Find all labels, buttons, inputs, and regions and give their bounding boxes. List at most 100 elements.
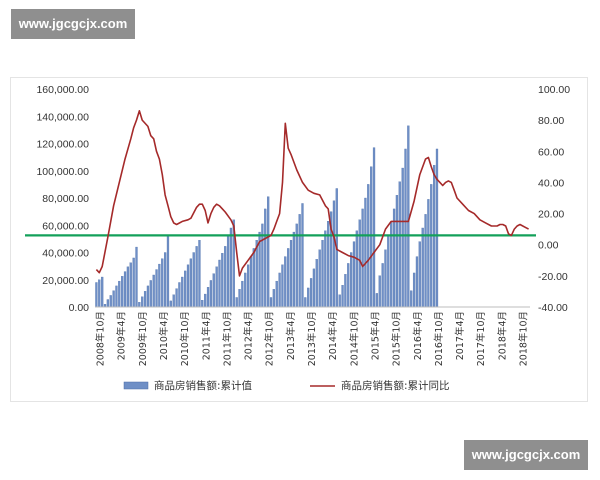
bar — [381, 263, 384, 308]
bar — [229, 227, 233, 308]
watermark-bottom: www.jgcgcjx.com — [464, 440, 588, 470]
bar — [304, 297, 307, 308]
legend-line-label: 商品房销售额:累计同比 — [341, 379, 450, 392]
bar — [204, 293, 207, 308]
bar — [272, 289, 275, 308]
right-axis-tick-label: 40.00 — [538, 177, 564, 189]
bar — [201, 300, 204, 308]
bar — [189, 258, 192, 308]
bar — [175, 288, 178, 308]
bar — [401, 167, 404, 308]
bar — [218, 259, 221, 308]
right-axis-tick-label: 0.00 — [538, 240, 559, 252]
x-axis-tick-label: 2011年10月 — [221, 311, 233, 366]
bar — [226, 235, 230, 308]
bar — [424, 214, 427, 308]
x-axis-tick-label: 2018年10月 — [518, 311, 530, 366]
x-axis-tick-label: 2013年4月 — [285, 311, 297, 360]
bar — [161, 258, 164, 308]
bar — [421, 227, 424, 308]
bar — [264, 208, 267, 308]
chart-frame: 160,000.00 140,000.00 120,000.00 100,000.00… — [10, 77, 588, 402]
bar — [206, 287, 210, 308]
bar — [318, 249, 321, 308]
bar — [195, 246, 198, 308]
bar — [364, 197, 367, 308]
x-axis-tick-label: 2011年4月 — [200, 311, 212, 360]
bar — [355, 230, 358, 308]
bar — [309, 278, 313, 308]
bar — [192, 252, 195, 308]
bar — [435, 148, 439, 308]
bar — [324, 230, 327, 308]
bar — [155, 269, 158, 308]
left-axis-tick-label: 160,000.00 — [36, 84, 89, 96]
bar — [149, 280, 152, 308]
bar — [146, 285, 150, 308]
legend-bar-swatch — [123, 381, 149, 390]
bar — [244, 272, 247, 308]
bar — [249, 256, 253, 308]
bar — [301, 203, 304, 308]
bar — [415, 256, 419, 308]
bar — [95, 282, 98, 308]
bar — [289, 240, 293, 308]
bar — [384, 249, 387, 308]
bar — [427, 199, 430, 308]
bar — [221, 253, 224, 308]
bar — [101, 276, 104, 308]
bar — [98, 279, 101, 308]
right-axis-tick-label: -40.00 — [538, 302, 568, 314]
x-axis-tick-label: 2018年4月 — [496, 311, 508, 360]
bar — [235, 297, 238, 308]
watermark-top: www.jgcgcjx.com — [11, 9, 135, 39]
x-axis-tick-label: 2008年10月 — [95, 311, 107, 366]
bar — [392, 208, 396, 308]
bar — [129, 262, 132, 308]
x-axis-tick-label: 2012年10月 — [264, 311, 276, 366]
x-axis-tick-label: 2010年10月 — [179, 311, 191, 366]
bar — [267, 196, 270, 308]
bar — [412, 272, 416, 308]
bar — [246, 264, 250, 308]
bar — [118, 280, 121, 308]
bar — [287, 248, 290, 308]
x-axis-tick-label: 2015年4月 — [369, 311, 381, 360]
x-axis-tick-label: 2014年10月 — [348, 311, 360, 366]
bar — [209, 280, 213, 308]
bar — [112, 290, 115, 308]
bar — [178, 282, 181, 308]
bar — [372, 147, 376, 308]
bar — [143, 291, 147, 308]
left-axis-tick-label: 140,000.00 — [36, 111, 89, 123]
left-axis-tick-label: 20,000.00 — [42, 275, 89, 287]
bar — [278, 272, 281, 308]
right-axis-tick-label: 20.00 — [538, 209, 564, 221]
bar — [115, 285, 118, 308]
bar — [275, 280, 278, 308]
bar — [252, 248, 255, 308]
bar — [109, 295, 112, 308]
bar — [410, 290, 413, 308]
bar — [341, 285, 344, 308]
chart: 160,000.00 140,000.00 120,000.00 100,000.00… — [25, 84, 570, 392]
bar — [332, 200, 336, 308]
bar — [367, 184, 370, 308]
bar — [347, 263, 350, 308]
bar — [255, 240, 258, 308]
bar — [106, 299, 110, 308]
left-axis-tick-label: 100,000.00 — [36, 166, 89, 178]
bar — [172, 294, 175, 308]
bar — [241, 280, 244, 308]
x-axis-tick-label: 2017年4月 — [454, 311, 466, 360]
bar — [395, 195, 399, 308]
bar — [387, 235, 390, 308]
bar — [224, 246, 227, 308]
x-axis-tick-label: 2009年4月 — [116, 311, 128, 360]
bar — [181, 276, 184, 308]
bar — [344, 274, 347, 308]
bar — [238, 289, 241, 308]
bar — [375, 293, 379, 308]
bar — [215, 266, 218, 308]
bar — [186, 264, 190, 308]
